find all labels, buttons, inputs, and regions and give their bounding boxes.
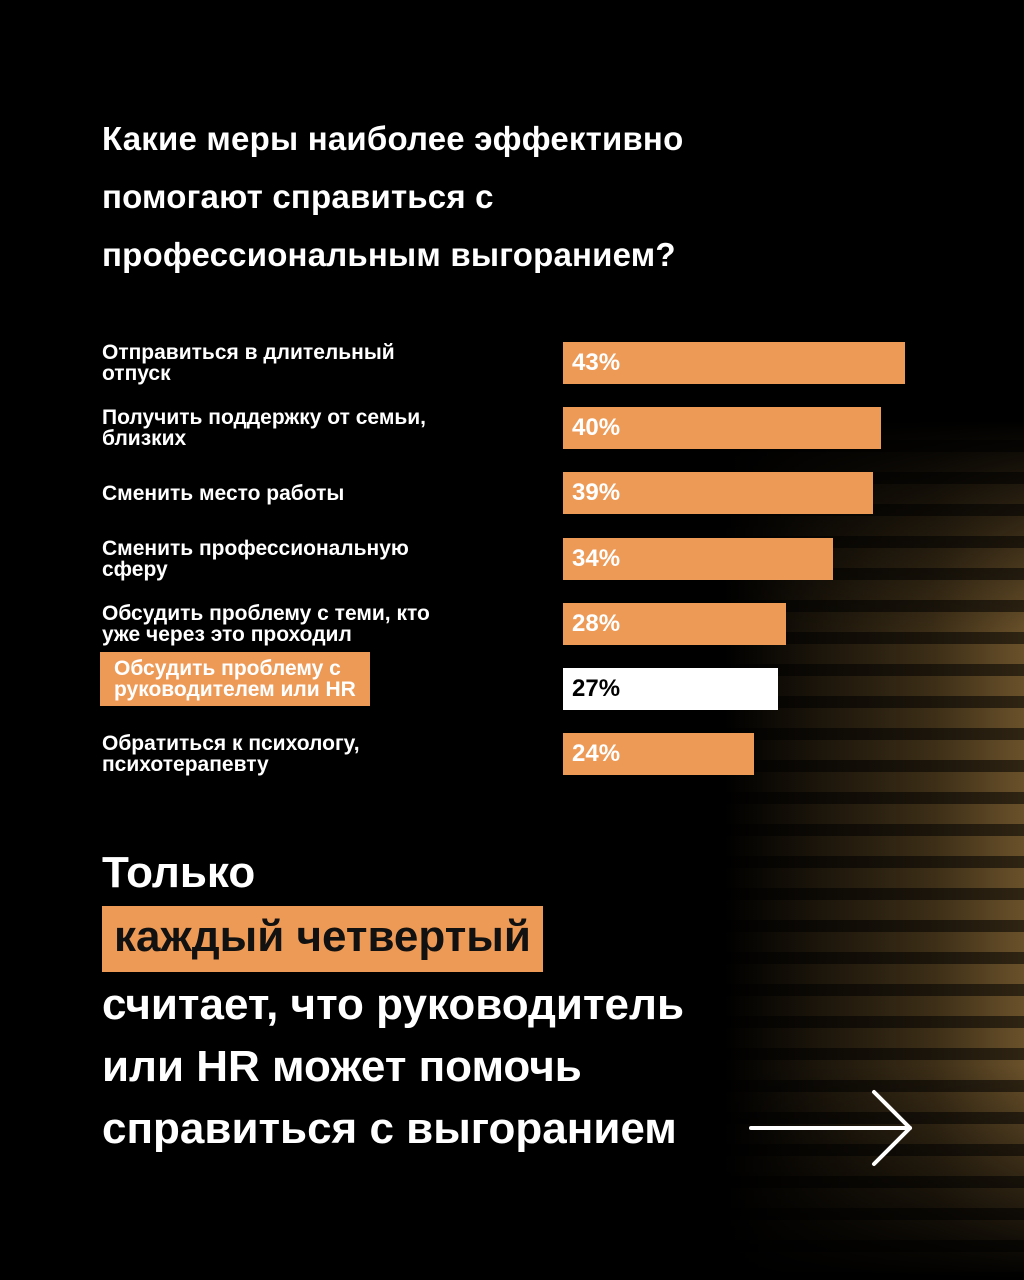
bar-label: Обратиться к психологу, психотерапевту xyxy=(102,732,360,777)
conclusion-line-5: справиться с выгоранием xyxy=(102,1104,677,1153)
bar: 40% xyxy=(563,407,882,450)
bar-label: Получить поддержку от семьи, близких xyxy=(102,406,427,451)
bar-value-label: 24% xyxy=(572,740,621,768)
bar: 24% xyxy=(563,733,754,776)
bar-value-label: 39% xyxy=(572,479,621,507)
bar-label: Обсудить проблему с руководителем или HR xyxy=(100,652,370,706)
bar: 43% xyxy=(563,342,905,384)
arrow-right-icon[interactable] xyxy=(748,1088,918,1168)
conclusion-line-4: или HR может помочь xyxy=(102,1042,582,1091)
conclusion-highlight: каждый четвертый xyxy=(102,906,543,972)
bar-value-label: 34% xyxy=(572,544,621,572)
chart-title: Какие меры наиболее эффективно помогают … xyxy=(102,120,684,273)
bar-value-label: 43% xyxy=(572,349,621,376)
bar: 39% xyxy=(563,472,874,515)
bar-value-label: 27% xyxy=(572,675,621,702)
conclusion-line-3: считает, что руководитель xyxy=(102,980,684,1029)
bar-label: Сменить место работы xyxy=(102,481,345,505)
bar-value-label: 28% xyxy=(572,609,621,637)
bar-value-label: 40% xyxy=(572,414,621,442)
bar-label: Сменить профессиональную сферу xyxy=(102,536,409,581)
bar: 34% xyxy=(563,537,834,580)
bar: 27% xyxy=(563,668,778,710)
conclusion-text: Только каждый четвертый считает, что рук… xyxy=(102,842,862,1160)
conclusion-line-1: Только xyxy=(102,848,256,897)
bar-label: Отправиться в длительный отпуск xyxy=(102,341,395,385)
bar-label: Обсудить проблему с теми, кто уже через … xyxy=(102,601,430,646)
bar: 28% xyxy=(563,602,786,645)
